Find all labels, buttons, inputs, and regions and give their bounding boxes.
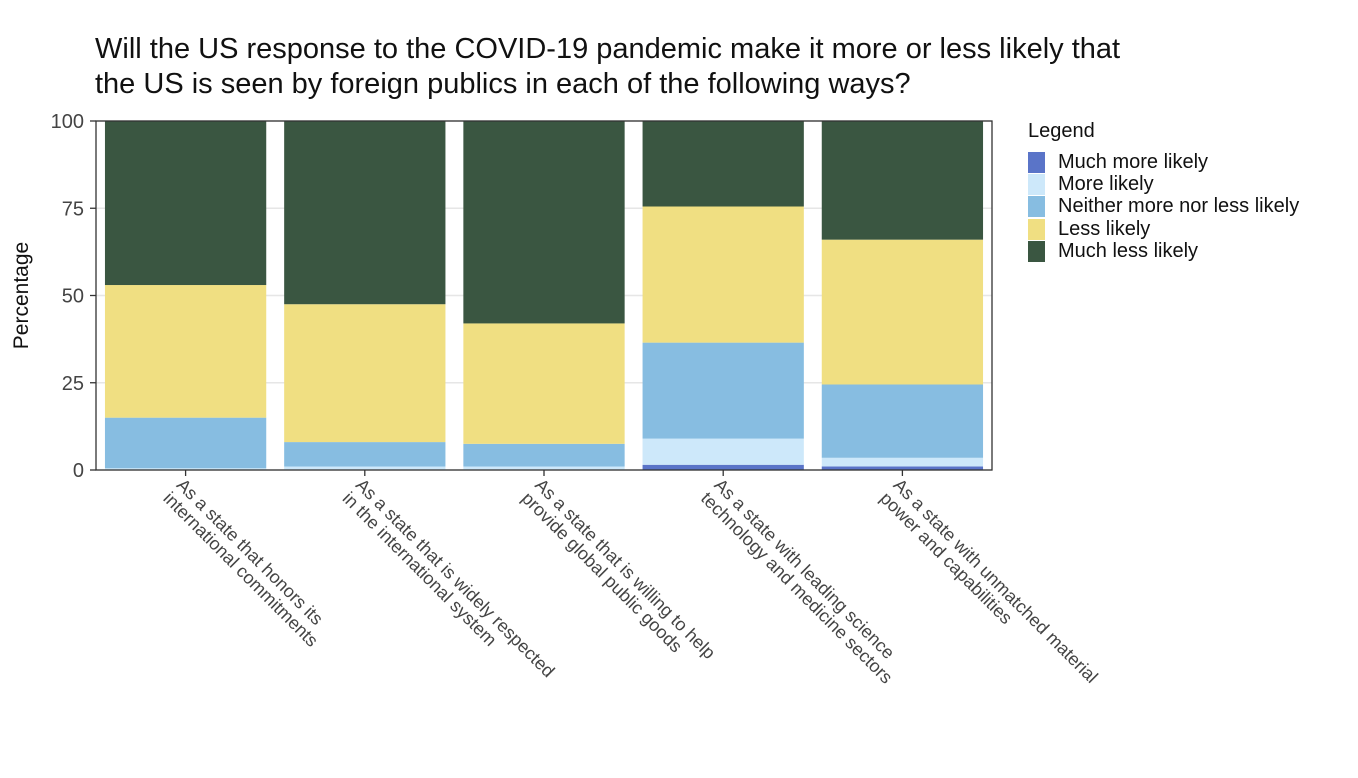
chart-title: Will the US response to the COVID-19 pan… <box>95 32 1295 102</box>
legend-label: Much more likely <box>1058 150 1209 173</box>
legend-label: More likely <box>1058 173 1154 196</box>
x-tick-label-line: As a state with leading science <box>710 475 898 663</box>
bar-segment <box>642 438 804 465</box>
chart-title-line-1: Will the US response to the COVID-19 pan… <box>95 33 1121 65</box>
x-tick-label-line: As a state with unmatched material <box>890 475 1102 687</box>
legend-label: Neither more nor less likely <box>1058 195 1300 218</box>
bar-stack <box>463 121 625 470</box>
bar-segment <box>642 464 804 470</box>
y-tick-label: 50 <box>62 286 84 308</box>
bar-segment <box>284 121 446 305</box>
bar-segment <box>104 417 267 469</box>
legend-item: Much more likely <box>1028 151 1299 173</box>
bar-segment <box>284 304 446 443</box>
legend-title: Legend <box>1028 120 1095 142</box>
y-tick-label: 100 <box>51 111 84 133</box>
bar-segment <box>463 466 625 470</box>
x-tick-label-line: power and capabilities <box>876 488 1016 628</box>
legend-swatch <box>1028 241 1045 263</box>
bar-segment <box>463 323 625 444</box>
x-tick-label: As a state with leading sciencetechnolog… <box>697 475 910 688</box>
legend-swatch <box>1028 151 1045 173</box>
y-tick-label: 0 <box>73 460 84 482</box>
bar-segment <box>104 121 267 286</box>
bar-stack <box>642 121 804 470</box>
bar-segment <box>642 206 804 343</box>
x-tick-label-line: provide global public goods <box>518 488 686 656</box>
bar-segment <box>821 121 984 240</box>
chart-title-line-2: the US is seen by foreign publics in eac… <box>95 68 911 100</box>
bar-segment <box>821 466 984 470</box>
legend-swatch <box>1028 218 1045 240</box>
legend-item: More likely <box>1028 173 1299 195</box>
bar-segment <box>463 121 625 324</box>
bar-stack <box>284 121 446 470</box>
bar-segment <box>463 443 625 467</box>
bar-segment <box>284 466 446 470</box>
legend-label: Much less likely <box>1058 240 1199 263</box>
bar-segment <box>104 468 267 470</box>
x-tick-label-line: international commitments <box>159 488 322 651</box>
x-tick-label: As a state with unmatched materialpower … <box>876 475 1102 701</box>
y-axis-label: Percentage <box>10 242 33 349</box>
x-tick-label: As a state that honors itsinternational … <box>159 475 335 651</box>
legend: Legend Much more likely More likely Neithe… <box>1028 120 1299 263</box>
legend-item: Neither more nor less likely <box>1028 195 1300 218</box>
legend-swatch <box>1028 174 1045 196</box>
legend-swatch <box>1028 196 1045 218</box>
legend-item: Much less likely <box>1028 240 1299 263</box>
bar-segment <box>104 285 267 418</box>
bar-segment <box>821 457 984 467</box>
legend-item: Less likely <box>1028 218 1299 240</box>
x-tick-label-line: in the international system <box>339 488 501 650</box>
x-tick-label-line: technology and medicine sectors <box>697 488 897 688</box>
legend-label: Less likely <box>1058 217 1151 240</box>
x-tick-label-line: As a state that is willing to help <box>531 475 719 663</box>
y-tick-label: 25 <box>62 373 84 395</box>
y-tick-label: 75 <box>62 198 84 220</box>
bar-segment <box>642 121 804 207</box>
bar-stack <box>104 121 267 470</box>
x-tick-label: As a state that is willing to helpprovid… <box>518 475 720 677</box>
bar-stack <box>821 121 984 470</box>
bar-segment <box>642 342 804 439</box>
bar-segment <box>284 442 446 467</box>
bar-segment <box>821 239 984 385</box>
bar-segment <box>821 384 984 458</box>
x-tick-label-line: As a state that honors its <box>173 475 327 629</box>
